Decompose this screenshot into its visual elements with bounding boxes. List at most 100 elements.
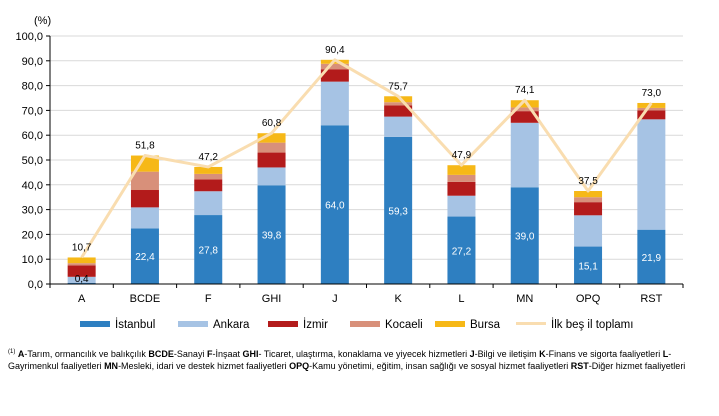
- footnote-text: (1) A-Tarım, ormancılık ve balıkçılık BC…: [8, 347, 708, 372]
- bar-segment: [67, 263, 96, 266]
- stacked-bar-chart: (%) 0,0 10,0 20,0 30,0 40,0 50,0 60,0 70,0 80,0 9…: [15, 15, 684, 305]
- footnote-code: A: [17, 349, 25, 359]
- total-value-label: 10,7: [72, 242, 92, 253]
- bar-segment: [384, 136, 413, 284]
- footnote-description: -Bilgi ve iletişim: [474, 349, 537, 359]
- legend-swatch: [178, 320, 208, 327]
- total-value-label: 73,0: [642, 88, 662, 99]
- y-tick-label: 30,0: [22, 205, 43, 217]
- bar-segment: [384, 96, 413, 103]
- bar-segment: [130, 207, 159, 229]
- footnote-description: -Finans ve sigorta faaliyetleri: [545, 349, 661, 359]
- bar-segment: [574, 215, 603, 247]
- bar-segment: [637, 107, 666, 111]
- total-value-label: 60,8: [262, 118, 282, 129]
- bar-segment: [67, 257, 96, 264]
- bar-segment: [574, 197, 603, 203]
- istanbul-value-label: 0,4: [75, 274, 89, 285]
- istanbul-value-label: 59,3: [388, 206, 408, 217]
- footnote-description: -Mesleki, idari ve destek hizmet faaliye…: [118, 360, 287, 371]
- bar-segment: [447, 216, 476, 284]
- bar-segment: [510, 107, 539, 112]
- x-category-label: MN: [516, 293, 533, 305]
- legend-item: İlk beş il toplamı: [516, 317, 633, 333]
- footnote-description: -Kamu yönetimi, eğitim, insan sağlığı ve…: [309, 360, 569, 371]
- istanbul-value-label: 39,0: [515, 232, 535, 243]
- footnote-code: MN: [104, 360, 119, 371]
- legend-label: Bursa: [470, 319, 501, 331]
- x-category-label: GHI: [262, 293, 282, 305]
- bar-segment: [510, 100, 539, 108]
- total-value-label: 47,2: [199, 152, 219, 163]
- bar-segment: [257, 142, 286, 153]
- y-tick-label: 100,0: [15, 31, 43, 43]
- total-value-label: 90,4: [325, 45, 345, 56]
- bar-segment: [510, 111, 539, 123]
- footnote-code: L: [662, 349, 669, 359]
- y-tick-label: 50,0: [22, 155, 43, 167]
- total-value-label: 75,7: [388, 81, 408, 92]
- bar-segment: [194, 166, 223, 174]
- y-tick-label: 40,0: [22, 180, 43, 192]
- footnote-code: RST: [570, 360, 589, 371]
- bar-segment: [574, 202, 603, 216]
- bar-segment: [320, 69, 349, 82]
- legend-label: İlk beş il toplamı: [551, 319, 634, 331]
- bar-segment: [257, 185, 286, 284]
- legend-item: İstanbul: [80, 317, 155, 333]
- footnote-code: BCDE: [148, 349, 174, 359]
- total-line: [80, 58, 653, 259]
- total-value-label: 74,1: [515, 85, 535, 96]
- bar-segment: [447, 174, 476, 182]
- footnote-code: F: [206, 349, 213, 359]
- total-value-label: 37,5: [578, 176, 598, 187]
- bar-segment: [194, 173, 223, 180]
- bar-segment: [67, 276, 96, 284]
- bar-segment: [130, 171, 159, 191]
- legend-swatch: [516, 322, 546, 326]
- legend-swatch: [80, 320, 110, 327]
- bar-segment: [384, 102, 413, 106]
- bar-segment: [384, 105, 413, 117]
- data-labels: 10,7 51,8 47,2 60,8 90,4 75,7 47,9 74,1 37,5 73,0…: [72, 45, 662, 285]
- legend-item: Kocaeli: [350, 317, 423, 333]
- istanbul-value-label: 15,1: [578, 261, 598, 272]
- legend-swatch: [350, 320, 380, 327]
- footnote-description: -İnşaat: [212, 349, 240, 359]
- legend-label: Ankara: [213, 319, 250, 331]
- bar-segment: [194, 215, 223, 284]
- footnote-description: -Gayrimenkul faaliyetleri: [8, 349, 672, 371]
- footnote-code: J: [469, 349, 475, 359]
- bar-segment: [384, 116, 413, 137]
- legend-item: İzmir: [268, 317, 328, 333]
- y-tick-label: 90,0: [22, 56, 43, 68]
- footnote-code: GHI: [242, 349, 259, 359]
- bars: [67, 59, 666, 284]
- legend: İstanbul Ankara İzmir Kocaeli Bursa İlk beş i…: [80, 317, 700, 333]
- bar-segment: [130, 190, 159, 208]
- bar-segment: [510, 122, 539, 188]
- bar-segment: [447, 195, 476, 217]
- total-value-label: 51,8: [135, 141, 155, 152]
- y-tick-label: 80,0: [22, 81, 43, 93]
- bar-segment: [194, 191, 223, 216]
- bar-segment: [574, 246, 603, 284]
- istanbul-value-label: 39,8: [262, 231, 282, 242]
- bar-segment: [257, 167, 286, 186]
- footnote-code: OPQ: [289, 360, 310, 371]
- bar-segment: [320, 81, 349, 126]
- legend-swatch: [435, 320, 465, 327]
- bar-segment: [637, 119, 666, 230]
- footnote-description: -Tarım, ormancılık ve balıkçılık: [24, 349, 146, 359]
- bar-segment: [637, 229, 666, 284]
- footnote-marker: (1): [8, 349, 16, 355]
- legend-label: İzmir: [303, 319, 328, 331]
- legend-label: Kocaeli: [385, 319, 423, 331]
- footnote-description: -Sanayi: [173, 349, 205, 359]
- bar-segment: [257, 152, 286, 168]
- bar-segment: [447, 181, 476, 196]
- x-category-label: BCDE: [130, 293, 161, 305]
- bar-segment: [447, 165, 476, 175]
- bar-segment: [130, 228, 159, 284]
- istanbul-value-label: 27,8: [199, 246, 219, 257]
